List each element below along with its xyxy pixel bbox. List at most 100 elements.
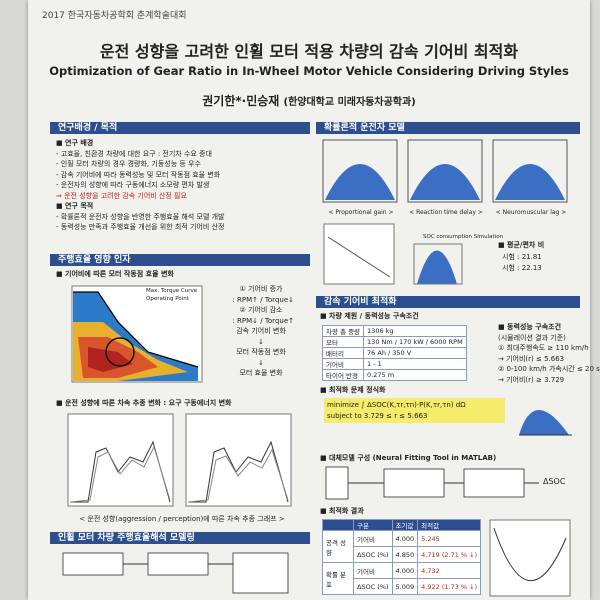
subject: subject to 3.729 ≤ r ≤ 5.663	[327, 411, 428, 420]
authors: 권기한*·민승재	[202, 94, 280, 108]
table-cell: 4.000	[391, 562, 419, 579]
text-line: ② 기어비 감소	[239, 306, 283, 314]
text-line: - 고효율, 친환경 차량에 대한 요구 : 전기차 수요 증대	[56, 149, 212, 158]
distribution-plots	[322, 139, 568, 203]
section-heading: 감속 기어비 최적화	[316, 296, 580, 308]
poster: 2017 한국자동차공학회 춘계학술대회 운전 성향을 고려한 인휠 모터 적용…	[28, 0, 600, 600]
table-row: 타이어 반경 0.275 m	[321, 369, 467, 381]
text-line: → 기어비(r) ≥ 3.729	[498, 375, 565, 384]
table-cell: 4.922 (1.73 % ↓)	[417, 578, 482, 595]
text-line: (시뮬레이션 결과 기준)	[498, 333, 566, 342]
subheading: ■ 운전 성향에 따른 차속 추종 변화 : 요구 구동에너지 변화	[56, 399, 232, 407]
list: ■ 연구 배경 - 고효율, 친환경 차량에 대한 요구 : 전기차 수요 증대 -…	[56, 138, 224, 233]
table-cell: 1306 kg	[363, 325, 467, 337]
formula-box: minimize ∫ ΔSOC(K,τr,τn)·P(K,τr,τn) dΩ s…	[324, 398, 505, 423]
table-cell	[322, 519, 354, 531]
caption: < Proportional gain >	[328, 209, 394, 216]
table-group: 공격 성향	[322, 530, 354, 563]
table-row: ΔSOC (%) 4.850 4.719 (2.71 % ↓)	[323, 546, 482, 563]
notes: ① 기어비 증가 : RPM↑ / Torque↓ ② 기어비 감소 : RPM↓…	[218, 284, 304, 379]
text-line: → 기어비(r) ≤ 5.663	[498, 354, 565, 363]
ratio: ■ 평균/편차 비 시험 : 21.81 시험 : 22.13	[498, 240, 545, 272]
text-line: ↓	[258, 358, 264, 367]
table-cell: 1 - 1	[363, 358, 467, 370]
text-line: 감속 기어비 변화	[236, 327, 286, 335]
text-line: ■ 연구 배경	[56, 139, 94, 147]
surrogate-output: ΔSOC	[543, 477, 566, 486]
conference: 2017 한국자동차공학회 춘계학술대회	[42, 11, 187, 21]
title-ko: 운전 성향을 고려한 인휠 모터 적용 차량의 감속 기어비 최적화	[99, 42, 519, 61]
subheading: ■ 차량 제원 / 동력성능 구속조건	[320, 312, 419, 320]
table-cell: 기어비	[353, 562, 393, 579]
text-line: - 확률론적 운전자 성향을 반영한 주행효율 해석 모델 개발	[56, 212, 225, 221]
title-en: Optimization of Gear Ratio in In-Wheel M…	[49, 64, 569, 78]
table-cell: ΔSOC (%)	[353, 578, 393, 595]
table-cell: 초기값	[391, 519, 419, 531]
table-cell: 5.009	[391, 578, 419, 595]
legend-item: Max. Torque Curve	[146, 288, 198, 294]
table-cell: 최적값	[417, 519, 482, 531]
text-line: ⇒ 운전 성향을 고려한 감속 기어비 산정 필요	[56, 191, 187, 200]
text-line: ① 기어비 증가	[239, 285, 283, 293]
text-line: ② 0-100 km/h 가속시간 ≤ 20 s	[498, 365, 600, 373]
subheading: ■ 최적화 결과	[320, 507, 364, 515]
authors-line: 권기한*·민승재 (한양대학교 미래자동차공학과)	[28, 92, 590, 109]
table-cell: 타이어 반경	[321, 369, 365, 381]
affiliation: (한양대학교 미래자동차공학과)	[283, 97, 416, 108]
network-diagram	[325, 466, 539, 500]
table-row: 모터 130 Nm / 170 kW / 6000 RPM	[321, 336, 467, 348]
model-diagram	[62, 552, 289, 594]
table-row: 배터리 76 Ah / 350 V	[321, 347, 467, 359]
text-line: ■ 동력성능 구속조건	[498, 323, 562, 331]
efficiency-map	[71, 285, 203, 383]
result-curve	[489, 519, 571, 597]
text-line: - 운전자의 성향에 따라 구동에너지 소모량 편차 발생	[56, 181, 210, 189]
table-cell: ΔSOC (%)	[353, 546, 393, 563]
table-cell: 4.732	[417, 562, 482, 579]
text-line: ■ 연구 목적	[56, 202, 94, 210]
sim-label: SOC consumption Simulation	[423, 234, 504, 240]
speed-graphs	[67, 413, 292, 507]
table-cell: 모터	[321, 336, 365, 348]
text-line: ↓	[258, 337, 264, 346]
table-cell: 4.000	[391, 530, 419, 547]
table-cell: 배터리	[321, 347, 365, 359]
table-header: 구분 초기값 최적값	[322, 519, 482, 531]
caption: < Neuromuscular lag >	[495, 209, 567, 216]
subheading: ■ 최적화 문제 정식화	[320, 386, 386, 394]
table-cell: 구분	[353, 519, 393, 531]
table-row: 기어비 1 - 1	[321, 358, 467, 370]
caption: < 운전 성향(aggression / perception)에 따른 차속 …	[79, 515, 285, 523]
caption: < Reaction time delay >	[409, 209, 483, 216]
table-row: 확률 분포 기어비 4.000 4.732	[322, 562, 482, 595]
table-cell: 130 Nm / 170 kW / 6000 RPM	[363, 336, 467, 348]
text-line: : RPM↑ / Torque↓	[227, 295, 294, 304]
table-cell: 4.850	[391, 546, 419, 563]
section-heading: 확률론적 운전자 모델	[316, 122, 580, 134]
section-heading: 연구배경 / 목적	[50, 122, 310, 134]
text-line: ① 최대주행속도 ≥ 110 km/h	[498, 344, 589, 352]
section-heading: 주행효율 영향 인자	[50, 254, 310, 266]
table-cell: 차량 총 중량	[321, 325, 365, 337]
simulation-plots	[323, 223, 463, 285]
table-cell: 기어비	[353, 530, 393, 547]
text-line: - 감속 기어비에 따라 동력성능 및 모터 작동점 효율 변화	[56, 170, 221, 179]
table-row: ΔSOC (%) 5.009 4.922 (1.73 % ↓)	[323, 578, 482, 595]
list: 시험 : 21.81 시험 : 22.13	[502, 252, 542, 273]
text-line: 모터 작동점 변화	[236, 348, 286, 356]
table-cell: 기어비	[321, 358, 365, 370]
table-cell: 4.719 (2.71 % ↓)	[417, 546, 482, 563]
table-group: 확률 분포	[322, 562, 354, 595]
legend-item: Operating Point	[146, 296, 189, 302]
ratio-heading: ■ 평균/편차 비	[498, 241, 545, 249]
text-line: : RPM↓ / Torque↑	[227, 316, 294, 325]
text-line: - 인휠 모터 차량의 경우 경량화, 기동성능 등 우수	[56, 160, 201, 168]
spec-table: 차량 총 중량 1306 kg 모터 130 Nm / 170 kW / 6000 R…	[321, 325, 467, 381]
text-line: - 동력성능 만족과 주행효율 개선을 위한 최적 기어비 산정	[56, 223, 225, 231]
text-line: 모터 효율 변화	[239, 369, 283, 377]
table-row: 공격 성향 기어비 4.000 5.245	[322, 530, 482, 563]
table-cell: 5.245	[417, 530, 482, 547]
table-row: 차량 총 중량 1306 kg	[321, 325, 467, 337]
table-cell: 0.275 m	[363, 369, 467, 381]
